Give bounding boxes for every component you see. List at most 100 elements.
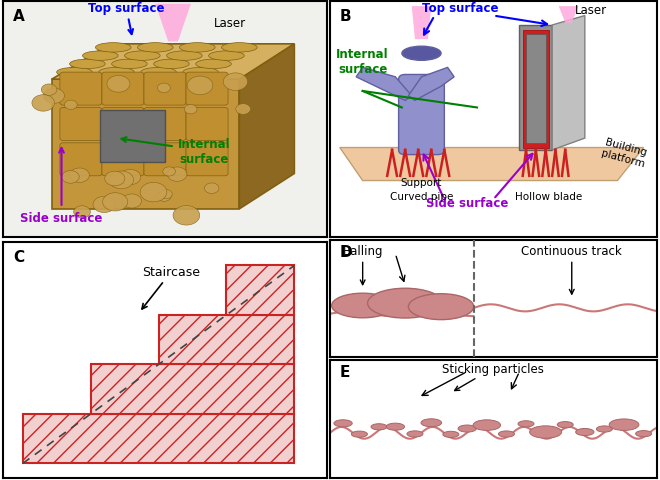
Bar (51, 80, 240, 209)
Ellipse shape (209, 52, 244, 61)
Text: Staircase: Staircase (142, 265, 201, 309)
Polygon shape (526, 36, 546, 144)
Ellipse shape (112, 60, 147, 70)
Ellipse shape (636, 431, 651, 437)
FancyBboxPatch shape (186, 144, 228, 177)
Ellipse shape (576, 429, 594, 436)
Polygon shape (155, 5, 191, 42)
Ellipse shape (183, 68, 218, 78)
Ellipse shape (180, 44, 215, 53)
Text: Curved pipe: Curved pipe (390, 192, 453, 202)
Polygon shape (356, 68, 412, 101)
Text: Building
platform: Building platform (600, 137, 648, 169)
Circle shape (205, 183, 219, 194)
Circle shape (157, 192, 171, 202)
Ellipse shape (518, 421, 534, 427)
Ellipse shape (331, 294, 394, 318)
Ellipse shape (498, 431, 514, 437)
Circle shape (140, 183, 167, 203)
Text: Balling: Balling (343, 244, 383, 285)
Ellipse shape (609, 419, 639, 431)
Polygon shape (340, 148, 644, 181)
Text: Laser: Laser (576, 4, 607, 17)
Text: A: A (13, 10, 25, 24)
Circle shape (93, 197, 115, 213)
Text: B: B (340, 10, 351, 24)
Bar (90, 365, 294, 414)
FancyBboxPatch shape (144, 144, 186, 177)
Ellipse shape (82, 52, 118, 61)
Ellipse shape (69, 60, 105, 70)
Circle shape (102, 193, 127, 212)
Text: D: D (340, 245, 352, 260)
Circle shape (158, 84, 170, 94)
Ellipse shape (371, 424, 387, 430)
Ellipse shape (96, 44, 131, 53)
Ellipse shape (334, 420, 352, 427)
Circle shape (62, 171, 79, 184)
Text: Hollow blade: Hollow blade (515, 192, 583, 202)
Ellipse shape (597, 426, 612, 432)
Ellipse shape (529, 426, 562, 438)
Polygon shape (51, 45, 294, 80)
Ellipse shape (154, 60, 189, 70)
Ellipse shape (407, 431, 423, 437)
FancyBboxPatch shape (60, 73, 102, 106)
Ellipse shape (351, 431, 368, 437)
Circle shape (107, 76, 130, 93)
Circle shape (119, 170, 141, 185)
Text: Side surface: Side surface (426, 197, 508, 210)
Bar (226, 266, 294, 315)
Text: Top surface: Top surface (422, 2, 499, 15)
Circle shape (187, 77, 213, 96)
Text: Side surface: Side surface (20, 149, 103, 224)
Ellipse shape (125, 52, 160, 61)
Ellipse shape (141, 68, 176, 78)
Circle shape (44, 89, 65, 104)
Text: E: E (340, 365, 350, 380)
Ellipse shape (222, 44, 257, 53)
Text: Continuous track: Continuous track (521, 244, 622, 294)
Circle shape (184, 105, 197, 115)
Text: Sticking particles: Sticking particles (442, 362, 544, 391)
Ellipse shape (386, 423, 405, 431)
Text: Laser: Laser (214, 17, 246, 30)
Ellipse shape (368, 288, 443, 318)
Circle shape (65, 101, 77, 110)
Circle shape (109, 171, 133, 190)
Ellipse shape (402, 47, 441, 61)
Ellipse shape (137, 44, 173, 53)
Polygon shape (558, 7, 578, 24)
Polygon shape (552, 16, 585, 151)
Text: Internal
surface: Internal surface (337, 48, 389, 76)
FancyBboxPatch shape (144, 73, 186, 106)
FancyBboxPatch shape (144, 108, 186, 141)
Circle shape (69, 168, 89, 183)
Circle shape (160, 190, 172, 199)
Circle shape (173, 206, 200, 226)
FancyBboxPatch shape (399, 75, 444, 156)
Ellipse shape (57, 68, 92, 78)
Polygon shape (240, 45, 294, 209)
Bar (158, 315, 294, 365)
Bar (100, 110, 165, 162)
Circle shape (32, 96, 55, 112)
Polygon shape (519, 26, 552, 151)
Ellipse shape (473, 420, 500, 431)
Polygon shape (523, 31, 549, 148)
Circle shape (167, 168, 187, 182)
Text: Support: Support (401, 178, 442, 188)
FancyBboxPatch shape (102, 73, 144, 106)
Text: Top surface: Top surface (88, 2, 164, 35)
FancyBboxPatch shape (186, 73, 228, 106)
Circle shape (105, 172, 125, 186)
Ellipse shape (557, 422, 574, 428)
FancyBboxPatch shape (60, 144, 102, 177)
FancyBboxPatch shape (186, 108, 228, 141)
Bar (22, 414, 294, 464)
Circle shape (163, 168, 176, 177)
Ellipse shape (99, 68, 134, 78)
Circle shape (42, 85, 57, 96)
Polygon shape (409, 68, 454, 101)
FancyBboxPatch shape (60, 108, 102, 141)
